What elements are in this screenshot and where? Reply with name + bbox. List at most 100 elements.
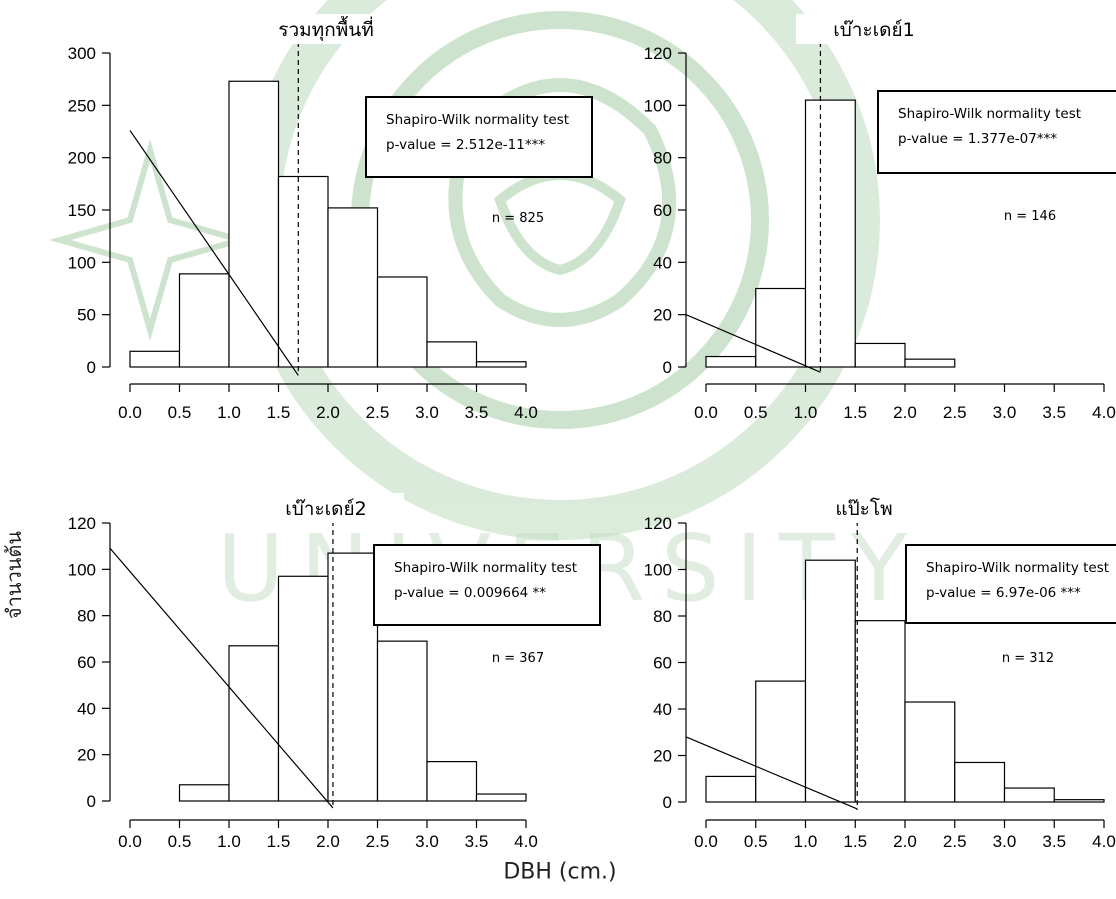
sample-size-label: n = 146 — [1004, 209, 1056, 224]
x-tick-label: 0.5 — [168, 832, 192, 851]
x-tick-label: 2.0 — [893, 832, 917, 851]
histogram-bar — [804, 99, 856, 368]
x-tick-label: 3.5 — [465, 403, 489, 422]
test-name-label: Shapiro-Wilk normality test — [394, 560, 577, 576]
normality-test-box — [877, 90, 1116, 174]
trend-line — [109, 548, 334, 809]
sample-size-label: n = 312 — [1002, 651, 1054, 666]
normality-test-box — [365, 96, 593, 178]
x-tick-label: 4.0 — [514, 403, 538, 422]
histogram-panel: 0 20 40 60 80 100 120 0.0 0.5 1.0 1.5 2.0 2.5 3.0 3.5 4… — [68, 493, 601, 851]
panel-title: รวมทุกพื้นที่ — [278, 16, 373, 42]
histogram-bar — [327, 552, 379, 802]
y-tick-label: 0 — [87, 358, 96, 377]
x-tick-label: 0.5 — [168, 403, 192, 422]
x-tick-label: 2.5 — [943, 832, 967, 851]
y-tick-label: 40 — [77, 699, 96, 718]
histogram-bar — [1003, 787, 1055, 803]
x-tick-label: 2.5 — [943, 403, 967, 422]
x-tick-label: 3.5 — [1042, 832, 1066, 851]
histogram-bar — [755, 680, 807, 803]
x-tick-label: 3.0 — [993, 832, 1017, 851]
y-tick-label: 20 — [653, 306, 672, 325]
test-name-label: Shapiro-Wilk normality test — [926, 560, 1109, 576]
x-tick-label: 0.0 — [694, 403, 718, 422]
y-tick-label: 40 — [653, 700, 672, 719]
histogram-panel: 0 20 40 60 80 100 120 0.0 0.5 1.0 1.5 2.0 2.5 3.0 3.5 4… — [644, 493, 1116, 851]
p-value-label: p-value = 1.377e-07*** — [898, 131, 1057, 147]
x-tick-label: 2.0 — [316, 403, 340, 422]
y-tick-label: 250 — [68, 96, 96, 115]
y-tick-label: 0 — [87, 792, 96, 811]
histogram-bar — [327, 207, 379, 368]
sample-size-label: n = 367 — [492, 651, 544, 666]
panel-title-background — [786, 493, 942, 523]
y-tick-label: 300 — [68, 44, 96, 63]
common-x-axis-label: DBH (cm.) — [503, 859, 617, 885]
panel-title-background — [796, 14, 952, 44]
trend-line — [685, 736, 858, 810]
histogram-bar — [904, 701, 956, 803]
histogram-bar — [804, 559, 856, 803]
histogram-bar — [475, 361, 527, 368]
normality-test-box — [373, 544, 601, 626]
panel-title: เบ๊าะเดย์1 — [833, 19, 914, 41]
histogram-bar — [426, 341, 478, 368]
histogram-panel: 0 50 100 150 200 250 300 0.0 0.5 1.0 1.5 2.0 2.5 3.0 3… — [68, 14, 593, 422]
x-tick-label: 0.5 — [744, 403, 768, 422]
trend-line — [129, 130, 299, 376]
x-tick-label: 0.0 — [118, 832, 142, 851]
y-tick-label: 100 — [68, 560, 96, 579]
p-value-label: p-value = 0.009664 ** — [394, 585, 546, 601]
histogram-bar — [475, 793, 527, 802]
histogram-bar — [277, 575, 329, 802]
histogram-bar — [228, 645, 280, 802]
x-tick-label: 0.0 — [118, 403, 142, 422]
histogram-panel: 0 20 40 60 80 100 120 0.0 0.5 1.0 1.5 2.0 2.5 3.0 3.5 4… — [644, 14, 1116, 422]
y-tick-label: 120 — [644, 44, 672, 63]
x-tick-label: 2.0 — [893, 403, 917, 422]
x-tick-label: 2.5 — [366, 403, 390, 422]
x-tick-label: 3.5 — [1042, 403, 1066, 422]
y-tick-label: 40 — [653, 253, 672, 272]
y-tick-label: 120 — [68, 514, 96, 533]
y-tick-label: 100 — [68, 253, 96, 272]
y-tick-label: 80 — [653, 149, 672, 168]
x-tick-label: 1.5 — [267, 403, 291, 422]
x-tick-label: 1.5 — [843, 832, 867, 851]
histogram-bar — [178, 784, 230, 802]
common-y-axis-label: จำนวนต้น — [2, 530, 26, 620]
x-tick-label: 0.5 — [744, 832, 768, 851]
y-tick-label: 100 — [644, 96, 672, 115]
histogram-bar — [1053, 799, 1105, 803]
histogram-bar — [854, 620, 906, 803]
x-tick-label: 1.0 — [794, 403, 818, 422]
trend-line — [685, 314, 821, 373]
y-tick-label: 0 — [663, 358, 672, 377]
test-name-label: Shapiro-Wilk normality test — [898, 106, 1081, 122]
y-tick-label: 60 — [653, 201, 672, 220]
histogram-bar — [376, 640, 428, 802]
y-tick-label: 60 — [653, 654, 672, 673]
histogram-bar — [904, 358, 956, 368]
y-tick-label: 80 — [77, 607, 96, 626]
x-tick-label: 3.5 — [465, 832, 489, 851]
y-tick-label: 50 — [77, 306, 96, 325]
histogram-bar — [277, 175, 329, 368]
histogram-bar — [178, 273, 230, 368]
x-tick-label: 0.0 — [694, 832, 718, 851]
y-tick-label: 150 — [68, 201, 96, 220]
y-tick-label: 20 — [77, 746, 96, 765]
panel-title-background — [248, 14, 404, 44]
x-tick-label: 1.0 — [217, 832, 241, 851]
x-tick-label: 2.5 — [366, 832, 390, 851]
panel-title: เบ๊าะเดย์2 — [285, 498, 366, 520]
p-value-label: p-value = 6.97e-06 *** — [926, 585, 1081, 601]
y-tick-label: 200 — [68, 149, 96, 168]
histogram-bar — [228, 80, 280, 368]
histogram-bar — [954, 761, 1006, 803]
p-value-label: p-value = 2.512e-11*** — [386, 137, 545, 153]
histogram-bar — [129, 350, 181, 368]
histogram-bar — [705, 355, 757, 368]
